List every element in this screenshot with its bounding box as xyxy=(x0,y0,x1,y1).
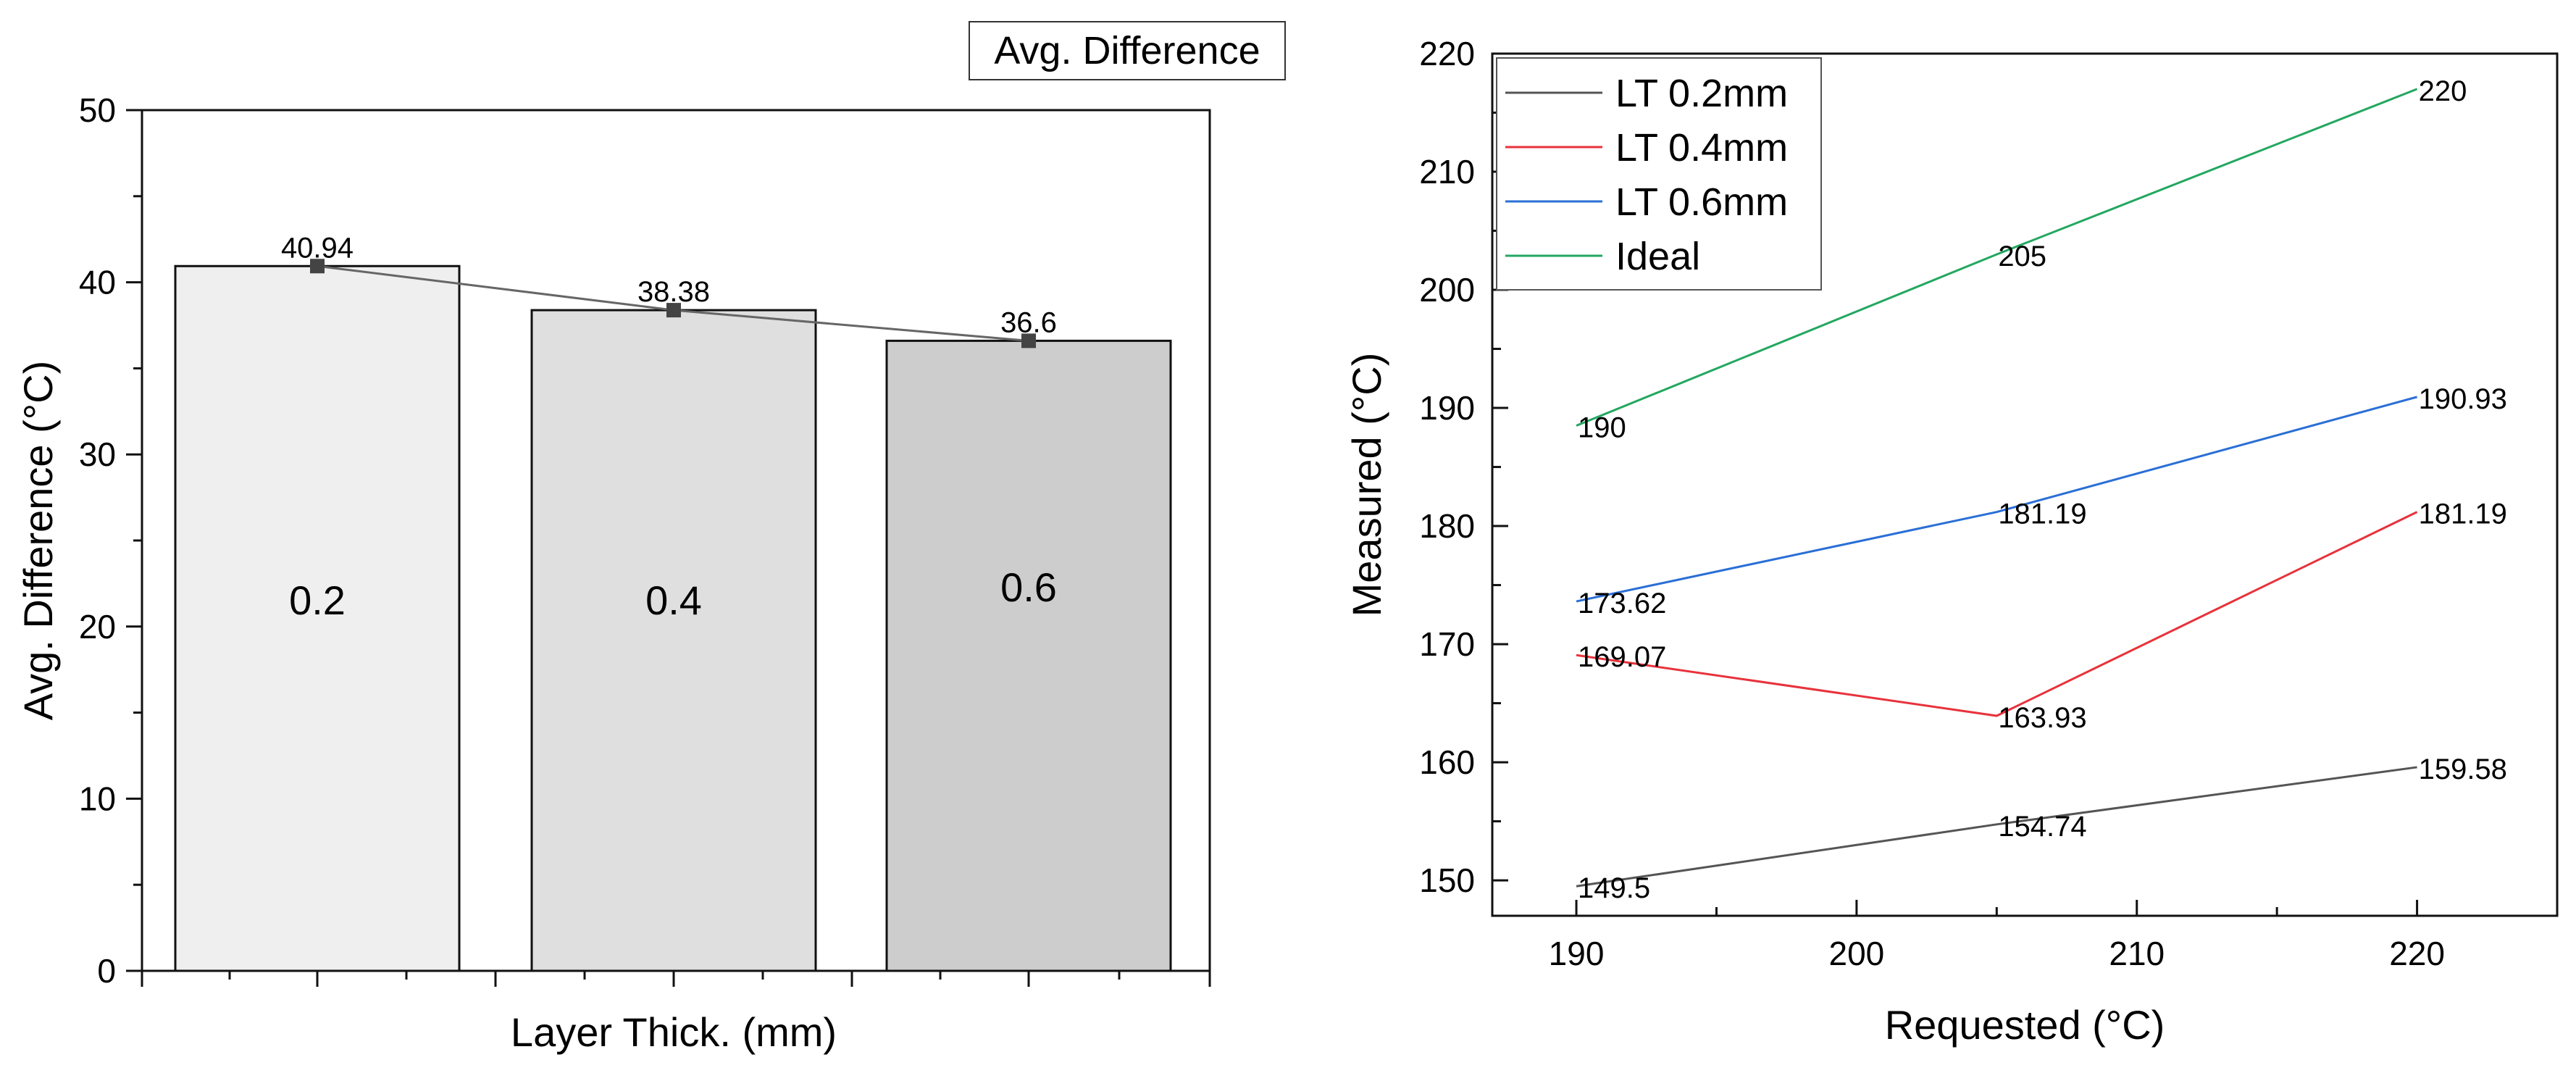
series-line xyxy=(1576,396,2417,603)
average-marker xyxy=(310,259,325,274)
series-line xyxy=(1576,766,2417,888)
bar xyxy=(885,339,1172,972)
series-line xyxy=(1576,511,2418,717)
y-tick-label: 10 xyxy=(79,780,116,817)
data-label: 169.07 xyxy=(1578,641,1666,673)
bar xyxy=(530,309,817,972)
data-label: 40.94 xyxy=(281,232,354,264)
legend-label: LT 0.4mm xyxy=(1615,126,1788,170)
y-tick-label: 0 xyxy=(97,952,116,990)
bar-category-label: 0.2 xyxy=(289,577,346,623)
data-label: 38.38 xyxy=(637,276,710,308)
legend-box xyxy=(1496,57,1822,291)
y-tick-label: 150 xyxy=(1419,861,1475,899)
data-label: 163.93 xyxy=(1998,702,2086,734)
y-tick-label: 30 xyxy=(79,435,116,473)
data-label: 173.62 xyxy=(1578,588,1666,619)
data-label: 220 xyxy=(2419,75,2467,107)
data-label: 190 xyxy=(1578,412,1626,443)
bar-chart: 0.2 0.4 0.6 40.94 38.38 36.6 0 10 20 30 40 50 Layer … xyxy=(15,21,1286,1055)
data-label: 190.93 xyxy=(2419,383,2507,415)
x-tick-label: 190 xyxy=(1549,935,1605,972)
legend-label: LT 0.2mm xyxy=(1615,72,1788,115)
data-label: 205 xyxy=(1998,241,2046,272)
data-label: 36.6 xyxy=(1000,306,1057,338)
legend-label: Avg. Difference xyxy=(994,29,1260,72)
data-label: 149.5 xyxy=(1578,872,1650,904)
bar-category-label: 0.4 xyxy=(645,577,702,623)
x-tick-label: 200 xyxy=(1829,935,1885,972)
line-chart: 150 160 170 180 190 200 210 220 190 200 210 220 149.… xyxy=(1344,35,2559,1048)
average-marker xyxy=(1021,333,1036,348)
plot-frame xyxy=(1491,52,2559,917)
y-tick-label: 220 xyxy=(1419,35,1475,72)
y-tick-label: 170 xyxy=(1419,625,1475,663)
y-tick-label: 200 xyxy=(1419,271,1475,309)
data-label: 154.74 xyxy=(1998,811,2086,843)
y-tick-label: 190 xyxy=(1419,389,1475,427)
x-tick-label: 220 xyxy=(2389,935,2445,972)
y-axis-title: Measured (°C) xyxy=(1344,353,1389,617)
y-tick-label: 40 xyxy=(79,264,116,301)
average-marker xyxy=(666,303,681,318)
series-line xyxy=(1576,88,2418,427)
bar-category-label: 0.6 xyxy=(1000,564,1057,610)
legend-box xyxy=(969,21,1286,80)
y-tick-label: 210 xyxy=(1419,153,1475,191)
bar xyxy=(174,264,461,972)
y-tick-label: 180 xyxy=(1419,507,1475,545)
data-label: 159.58 xyxy=(2419,753,2507,785)
x-tick-label: 210 xyxy=(2109,935,2165,972)
legend-label: Ideal xyxy=(1615,235,1700,278)
y-tick-label: 50 xyxy=(79,91,116,129)
y-axis-title: Avg. Difference (°C) xyxy=(15,361,61,721)
legend-label: LT 0.6mm xyxy=(1615,180,1788,224)
data-label: 181.19 xyxy=(1998,498,2086,530)
y-tick-label: 20 xyxy=(79,608,116,646)
y-tick-label: 160 xyxy=(1419,743,1475,781)
data-label: 181.19 xyxy=(2419,498,2507,530)
x-axis-title: Requested (°C) xyxy=(1885,1002,2165,1048)
x-axis-title: Layer Thick. (mm) xyxy=(511,1009,837,1055)
